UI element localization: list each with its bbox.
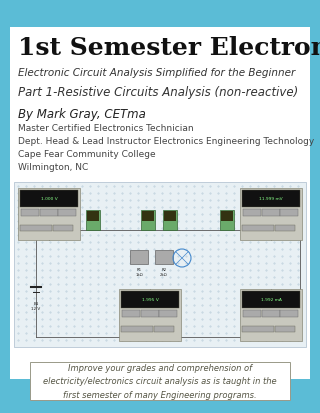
Text: Electronic Circuit Analysis Simplified for the Beginner: Electronic Circuit Analysis Simplified f…: [18, 68, 295, 78]
Bar: [155, 250, 173, 264]
Bar: [242, 190, 300, 207]
Bar: [40, 209, 58, 217]
Bar: [154, 327, 174, 332]
Text: Cape Fear Community College: Cape Fear Community College: [18, 150, 156, 159]
Text: B1
12 V: B1 12 V: [31, 301, 41, 310]
Text: By Mark Gray, CETma: By Mark Gray, CETma: [18, 108, 146, 121]
Bar: [121, 291, 179, 308]
Text: R2
2kΩ: R2 2kΩ: [160, 267, 168, 276]
Text: 11.999 mV: 11.999 mV: [259, 197, 283, 201]
Bar: [0, 379, 320, 413]
Bar: [242, 327, 274, 332]
Bar: [242, 226, 274, 231]
Bar: [240, 189, 302, 240]
Bar: [20, 190, 78, 207]
Bar: [130, 250, 148, 264]
Bar: [243, 209, 261, 217]
Text: 1.995 V: 1.995 V: [141, 298, 158, 301]
Bar: [86, 211, 100, 230]
Text: Improve your grades and comprehension of
electricity/electronics circuit analysi: Improve your grades and comprehension of…: [43, 363, 277, 399]
Bar: [141, 211, 155, 230]
Bar: [159, 310, 177, 318]
Bar: [242, 291, 300, 308]
Bar: [142, 211, 154, 221]
Bar: [262, 209, 280, 217]
Bar: [240, 289, 302, 341]
Bar: [243, 310, 261, 318]
Text: 1st Semester Electronics: 1st Semester Electronics: [18, 36, 320, 60]
Bar: [220, 211, 234, 230]
Bar: [58, 209, 76, 217]
Bar: [14, 183, 306, 347]
Bar: [280, 209, 298, 217]
Bar: [280, 310, 298, 318]
Text: Master Certified Electronics Technician: Master Certified Electronics Technician: [18, 124, 194, 133]
Bar: [53, 226, 73, 231]
Bar: [164, 211, 176, 221]
Bar: [275, 327, 295, 332]
Bar: [121, 327, 153, 332]
Bar: [20, 226, 52, 231]
Bar: [221, 211, 233, 221]
Text: Wilmington, NC: Wilmington, NC: [18, 163, 88, 171]
Bar: [262, 310, 280, 318]
Bar: [10, 28, 310, 379]
Text: Part 1-Resistive Circuits Analysis (non-reactive): Part 1-Resistive Circuits Analysis (non-…: [18, 86, 298, 99]
Bar: [0, 0, 320, 28]
Bar: [87, 211, 99, 221]
Bar: [0, 28, 10, 379]
Bar: [310, 28, 320, 379]
Bar: [163, 211, 177, 230]
Bar: [21, 209, 39, 217]
Text: 1.000 V: 1.000 V: [41, 197, 57, 201]
Bar: [119, 289, 181, 341]
Text: R1
1kΩ: R1 1kΩ: [135, 267, 143, 276]
Text: Dept. Head & Lead Instructor Electronics Engineering Technology: Dept. Head & Lead Instructor Electronics…: [18, 137, 314, 146]
Text: 1.992 mA: 1.992 mA: [260, 298, 281, 301]
Bar: [30, 362, 290, 400]
Bar: [275, 226, 295, 231]
Bar: [18, 189, 80, 240]
Bar: [141, 310, 159, 318]
Bar: [122, 310, 140, 318]
